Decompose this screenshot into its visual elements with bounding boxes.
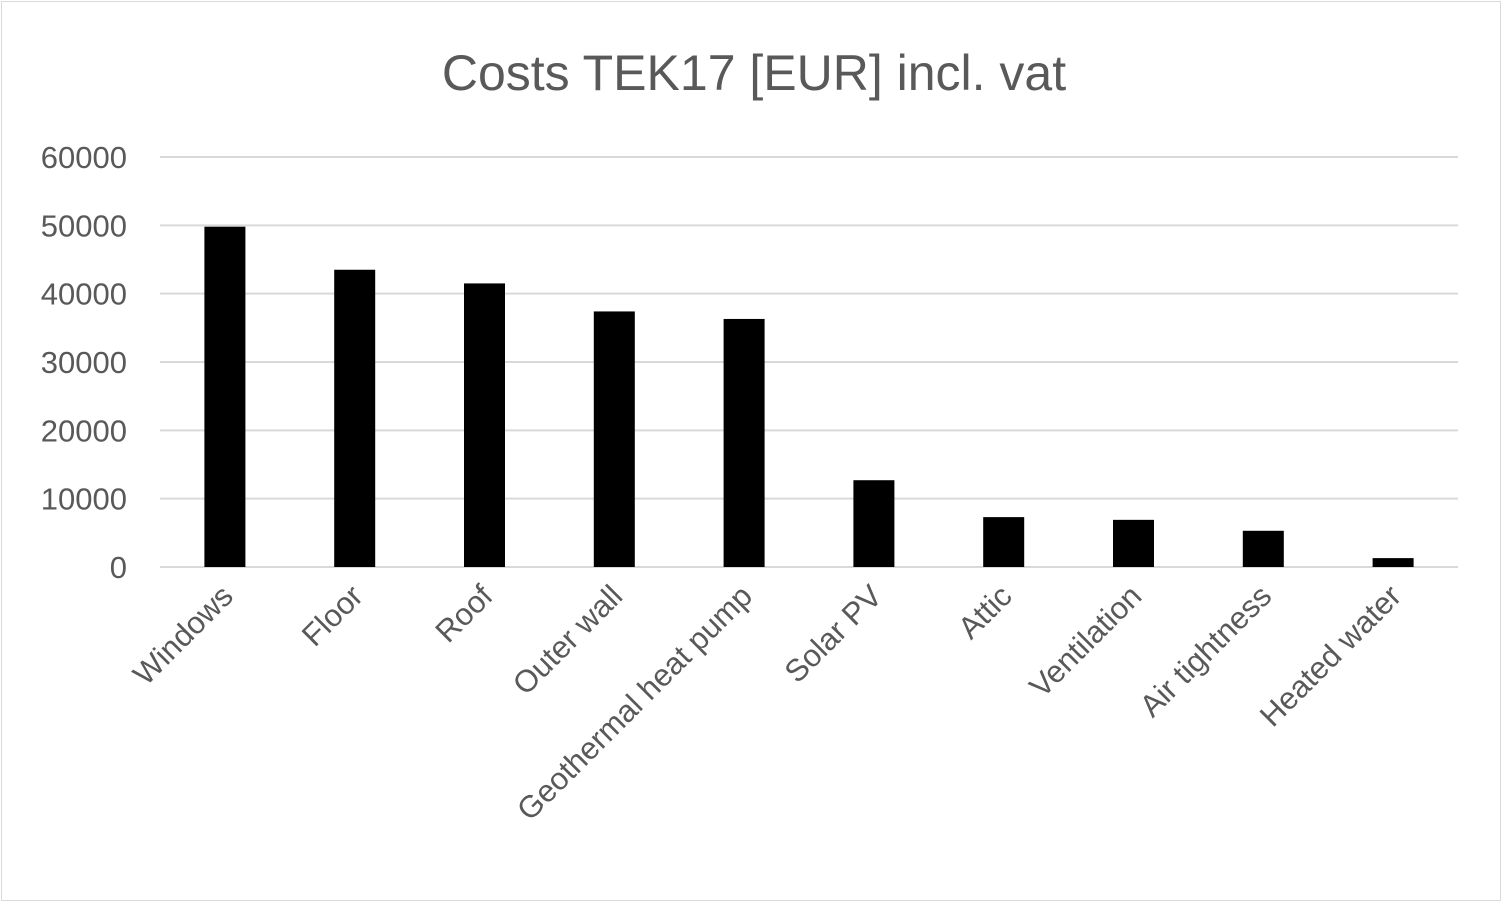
y-tick-label: 50000: [41, 208, 127, 243]
x-category-label: Ventilation: [1023, 578, 1149, 704]
x-category-label: Solar PV: [778, 578, 889, 689]
y-tick-label: 60000: [41, 140, 127, 175]
bar-attic: [983, 517, 1025, 567]
x-category-label: Windows: [126, 578, 240, 692]
bar-outer-wall: [593, 311, 635, 567]
bars: [204, 226, 1414, 567]
bar-geothermal-heat-pump: [723, 318, 765, 567]
bar-heated-water: [1372, 558, 1414, 567]
gridlines: [160, 156, 1458, 568]
x-category-label: Outer wall: [506, 578, 629, 701]
y-tick-label: 20000: [41, 413, 127, 448]
y-tick-label: 10000: [41, 482, 127, 517]
x-category-label: Geothermal heat pump: [510, 578, 759, 827]
y-tick-label: 30000: [41, 345, 127, 380]
y-axis-tick-labels: 0 10000 20000 30000 40000 50000 60000: [41, 140, 127, 585]
bar-floor: [334, 269, 376, 567]
bar-ventilation: [1113, 519, 1154, 567]
x-category-label: Attic: [951, 578, 1018, 645]
bar-windows: [204, 226, 246, 567]
x-category-label: Floor: [295, 578, 370, 653]
y-tick-label: 40000: [41, 277, 127, 312]
x-category-label: Air tightness: [1133, 578, 1278, 723]
bar-air-tightness: [1242, 530, 1284, 567]
bar-roof: [464, 283, 505, 567]
bar-solar-pv: [853, 480, 895, 567]
y-tick-label: 0: [110, 550, 127, 585]
chart-title: Costs TEK17 [EUR] incl. vat: [442, 45, 1066, 101]
x-category-label: Roof: [428, 578, 499, 649]
